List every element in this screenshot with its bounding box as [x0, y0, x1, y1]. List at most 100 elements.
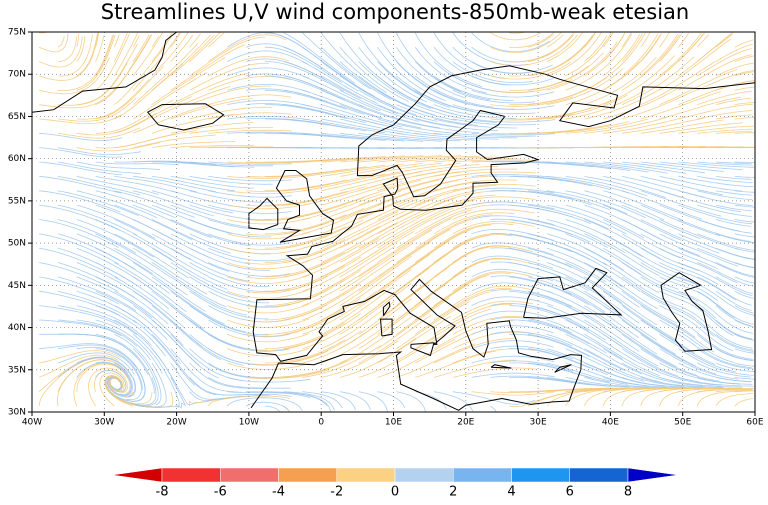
streamline	[414, 32, 483, 87]
streamline	[95, 247, 170, 294]
streamline	[527, 362, 610, 383]
streamline	[339, 208, 417, 249]
streamline	[678, 305, 753, 349]
lon-tick-label: 40E	[602, 418, 619, 428]
streamline	[565, 247, 641, 292]
streamline	[565, 161, 649, 173]
streamline	[227, 289, 310, 299]
streamline	[734, 348, 755, 354]
streamline	[377, 46, 447, 102]
streamline	[414, 214, 493, 249]
lon-tick-label: 30W	[94, 418, 114, 428]
colorbar-label: 8	[624, 485, 632, 500]
streamline	[114, 190, 195, 218]
streamline	[697, 190, 753, 200]
streamline	[358, 155, 443, 163]
streamline	[302, 75, 381, 112]
streamline	[715, 97, 752, 105]
streamline	[659, 290, 734, 336]
streamline	[659, 161, 743, 170]
lat-tick-label: 35N	[8, 365, 26, 375]
streamline	[603, 362, 684, 387]
streamline	[527, 377, 612, 387]
streamline	[396, 284, 469, 335]
streamline	[264, 265, 345, 292]
streamline	[321, 118, 404, 135]
lat-tick-label: 70N	[8, 70, 26, 80]
streamline	[640, 348, 719, 382]
streamline	[471, 391, 555, 396]
streamline	[95, 190, 176, 219]
streamline	[170, 34, 215, 77]
streamline	[39, 319, 122, 337]
streamline	[39, 219, 119, 249]
streamline	[565, 319, 641, 365]
streamline	[264, 75, 346, 101]
streamline	[734, 86, 755, 91]
streamline	[208, 34, 287, 62]
streamline	[697, 362, 752, 378]
streamline	[621, 276, 698, 320]
streamline	[678, 276, 755, 316]
streamline	[678, 204, 753, 225]
streamline	[264, 391, 332, 412]
lon-tick-label: 20E	[457, 418, 474, 428]
streamline	[132, 42, 199, 105]
streamline	[546, 233, 625, 271]
lat-tick-label: 55N	[8, 196, 26, 206]
streamline	[471, 61, 553, 74]
streamline	[321, 210, 399, 249]
streamline	[227, 333, 310, 343]
streamline	[490, 113, 574, 121]
streamline	[151, 35, 160, 48]
streamline	[696, 32, 734, 62]
streamline	[396, 164, 480, 177]
streamline	[57, 357, 133, 378]
streamline	[734, 262, 755, 268]
streamline	[640, 190, 722, 217]
streamline	[189, 106, 273, 120]
streamline	[715, 262, 754, 277]
coastline	[252, 65, 756, 411]
streamline	[546, 348, 627, 380]
streamline	[734, 102, 755, 105]
streamline	[659, 122, 743, 134]
streamline	[76, 356, 136, 398]
streamline	[621, 262, 699, 302]
streamline	[715, 219, 752, 227]
streamline	[39, 176, 122, 194]
streamline	[189, 62, 270, 91]
streamline	[565, 290, 640, 339]
streamline	[57, 219, 137, 254]
streamline	[584, 348, 663, 383]
streamline	[471, 201, 555, 210]
streamline	[452, 118, 537, 126]
lon-tick-label: 30E	[530, 418, 547, 428]
streamline	[697, 204, 752, 217]
streamline	[621, 117, 705, 134]
streamline	[208, 391, 292, 397]
streamline	[339, 188, 420, 220]
streamline	[415, 175, 498, 192]
streamline	[678, 247, 754, 278]
streamline	[264, 118, 348, 129]
streamline	[57, 290, 137, 324]
streamline	[377, 104, 459, 128]
streamline	[433, 359, 516, 378]
streamline	[114, 32, 128, 62]
streamline	[283, 46, 359, 92]
streamline	[696, 34, 710, 48]
coastline	[382, 301, 391, 316]
streamline	[640, 290, 715, 337]
streamline	[39, 114, 122, 124]
streamline	[659, 262, 737, 301]
streamline	[715, 190, 752, 196]
streamline	[715, 348, 755, 362]
streamline	[490, 317, 573, 334]
streamline	[133, 160, 217, 165]
streamline	[76, 190, 158, 218]
streamline	[76, 262, 153, 305]
streamline	[734, 219, 755, 223]
streamline	[302, 237, 380, 278]
streamline	[321, 200, 400, 235]
